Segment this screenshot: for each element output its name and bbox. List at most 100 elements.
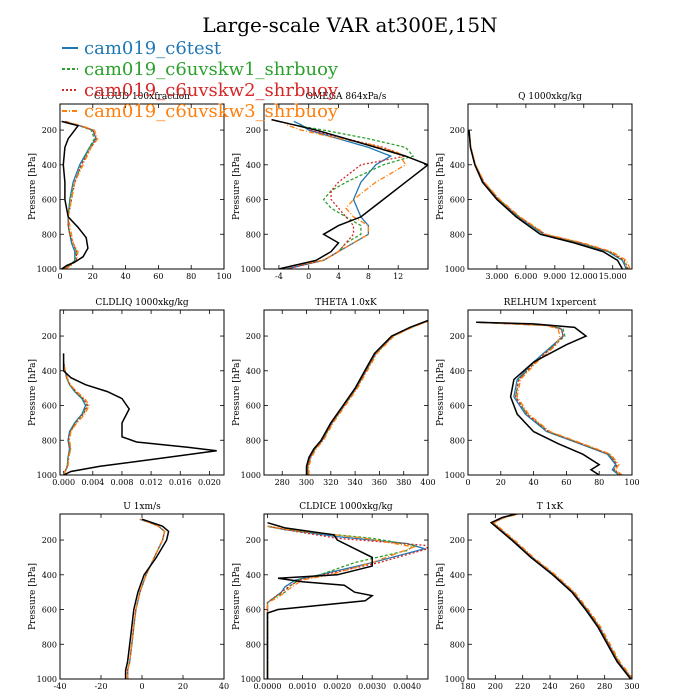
x-tick-label: 280 <box>597 682 612 691</box>
x-tick-label: 80 <box>594 478 604 487</box>
panel-7: U 1xm/s Pressure [hPa] -40 -20 0 20 40 200 400 60… <box>28 502 229 691</box>
x-tick-label: 400 <box>420 478 435 487</box>
x-tick-label: 280 <box>275 478 290 487</box>
series-line-reference <box>476 321 601 475</box>
y-tick-label: 1000 <box>445 675 465 684</box>
series-line-reference <box>271 118 428 269</box>
series-line-reference <box>305 319 428 475</box>
y-axis-label: Pressure [hPa] <box>436 153 446 220</box>
y-axis-label: Pressure [hPa] <box>28 153 38 220</box>
panel-frame <box>263 309 429 476</box>
x-tick-label: 0.000 <box>52 478 75 487</box>
x-tick-label: 100 <box>216 272 231 281</box>
x-tick-label: 20 <box>178 682 188 691</box>
panel-frame <box>59 513 225 680</box>
x-tick-label: 6.000 <box>514 272 537 281</box>
y-axis-label: Pressure [hPa] <box>232 563 242 630</box>
y-tick-label: 200 <box>246 536 261 545</box>
y-axis-label: Pressure [hPa] <box>28 359 38 426</box>
x-tick-label: 12 <box>393 272 403 281</box>
x-tick-label: 0.0030 <box>358 682 386 691</box>
x-tick-label: 40 <box>121 272 131 281</box>
panel-3: Q 1000xkg/kg Pressure [hPa] 3.000 6.000 9.00… <box>436 92 633 281</box>
y-tick-label: 200 <box>42 332 57 341</box>
panel-title: CLOUD 100xfraction <box>94 92 190 102</box>
series-line-reference <box>61 120 89 269</box>
series-line-cam019_c6uvskw1_shrbuoy <box>491 514 632 679</box>
series-line-cam019_c6test <box>126 518 166 679</box>
y-tick-label: 800 <box>246 436 261 445</box>
y-axis-label: Pressure [hPa] <box>28 563 38 630</box>
x-tick-label: 20 <box>496 478 506 487</box>
x-tick-label: 0.0020 <box>323 682 351 691</box>
x-tick-label: 40 <box>219 682 229 691</box>
legend-entry: cam019_c6uvskw2_shrbuoy <box>62 80 339 101</box>
panel-6: RELHUM 1xpercent Pressure [hPa] 0 20 40 60 80 1… <box>436 298 640 487</box>
legend-label: cam019_c6uvskw2_shrbuoy <box>84 80 339 101</box>
y-tick-label: 600 <box>246 606 261 615</box>
y-tick-label: 200 <box>450 126 465 135</box>
x-tick-label: 360 <box>372 478 387 487</box>
series-line-reference <box>468 130 624 269</box>
x-tick-label: 0.012 <box>140 478 163 487</box>
x-tick-label: 8 <box>366 272 371 281</box>
x-tick-label: 15.000 <box>599 272 627 281</box>
y-tick-label: 400 <box>246 571 261 580</box>
x-tick-label: 0.004 <box>81 478 104 487</box>
legend-entry: cam019_c6uvskw3_shrbuoy <box>62 101 339 122</box>
series-line-cam019_c6uvskw2_shrbuoy <box>491 514 632 679</box>
x-tick-label: 0 <box>57 272 62 281</box>
series-line-cam019_c6uvskw2_shrbuoy <box>126 518 166 679</box>
y-tick-label: 200 <box>450 536 465 545</box>
panel-frame <box>467 513 633 680</box>
y-axis-label: Pressure [hPa] <box>436 359 446 426</box>
panel-title: OMEGA 864xPa/s <box>306 92 387 102</box>
panel-1: CLOUD 100xfraction Pressure [hPa] 0 20 40 60 8… <box>28 92 232 281</box>
y-tick-label: 800 <box>42 230 57 239</box>
panel-title: CLDLIQ 1000xkg/kg <box>95 298 189 308</box>
series-line-cam019_c6uvskw3_shrbuoy <box>62 361 90 475</box>
x-tick-label: 0 <box>139 682 144 691</box>
y-tick-label: 600 <box>42 196 57 205</box>
x-tick-label: 0.0040 <box>393 682 421 691</box>
legend-label: cam019_c6test <box>84 38 222 59</box>
y-tick-label: 1000 <box>445 265 465 274</box>
y-tick-label: 200 <box>450 332 465 341</box>
y-tick-label: 400 <box>450 571 465 580</box>
legend-label: cam019_c6uvskw3_shrbuoy <box>84 101 339 122</box>
x-tick-label: 12.000 <box>570 272 598 281</box>
x-tick-label: 4 <box>336 272 341 281</box>
y-tick-label: 400 <box>42 161 57 170</box>
x-tick-label: 0.0000 <box>253 682 281 691</box>
series-line-cam019_c6uvskw3_shrbuoy <box>64 120 99 269</box>
x-tick-label: 300 <box>624 682 639 691</box>
panel-8: CLDICE 1000xkg/kg Pressure [hPa] 0.0000 0.0… <box>232 502 429 691</box>
series-line-cam019_c6uvskw1_shrbuoy <box>307 320 428 475</box>
x-tick-label: 40 <box>529 478 539 487</box>
x-tick-label: 0 <box>306 272 311 281</box>
y-tick-label: 800 <box>450 640 465 649</box>
series-line-cam019_c6uvskw1_shrbuoy <box>278 124 415 269</box>
series-line-cam019_c6uvskw2_shrbuoy <box>307 320 428 475</box>
y-tick-label: 1000 <box>37 471 57 480</box>
x-tick-label: -4 <box>275 272 283 281</box>
x-tick-label: 0.0010 <box>288 682 316 691</box>
y-axis-label: Pressure [hPa] <box>232 153 242 220</box>
panel-frame <box>59 103 225 270</box>
y-tick-label: 800 <box>42 640 57 649</box>
y-tick-label: 400 <box>246 161 261 170</box>
x-tick-label: 260 <box>570 682 585 691</box>
panel-frame <box>59 309 225 476</box>
y-tick-label: 200 <box>42 126 57 135</box>
series-line-cam019_c6uvskw3_shrbuoy <box>476 321 623 475</box>
y-tick-label: 600 <box>246 196 261 205</box>
y-tick-label: 400 <box>42 571 57 580</box>
panel-title: U 1xm/s <box>123 502 161 512</box>
y-tick-label: 1000 <box>445 471 465 480</box>
series-line-cam019_c6uvskw1_shrbuoy <box>126 518 166 679</box>
panel-4: CLDLIQ 1000xkg/kg Pressure [hPa] 0.000 0.00… <box>28 298 225 487</box>
x-tick-label: 20 <box>88 272 98 281</box>
y-tick-label: 800 <box>42 436 57 445</box>
series-line-cam019_c6test <box>307 320 428 475</box>
